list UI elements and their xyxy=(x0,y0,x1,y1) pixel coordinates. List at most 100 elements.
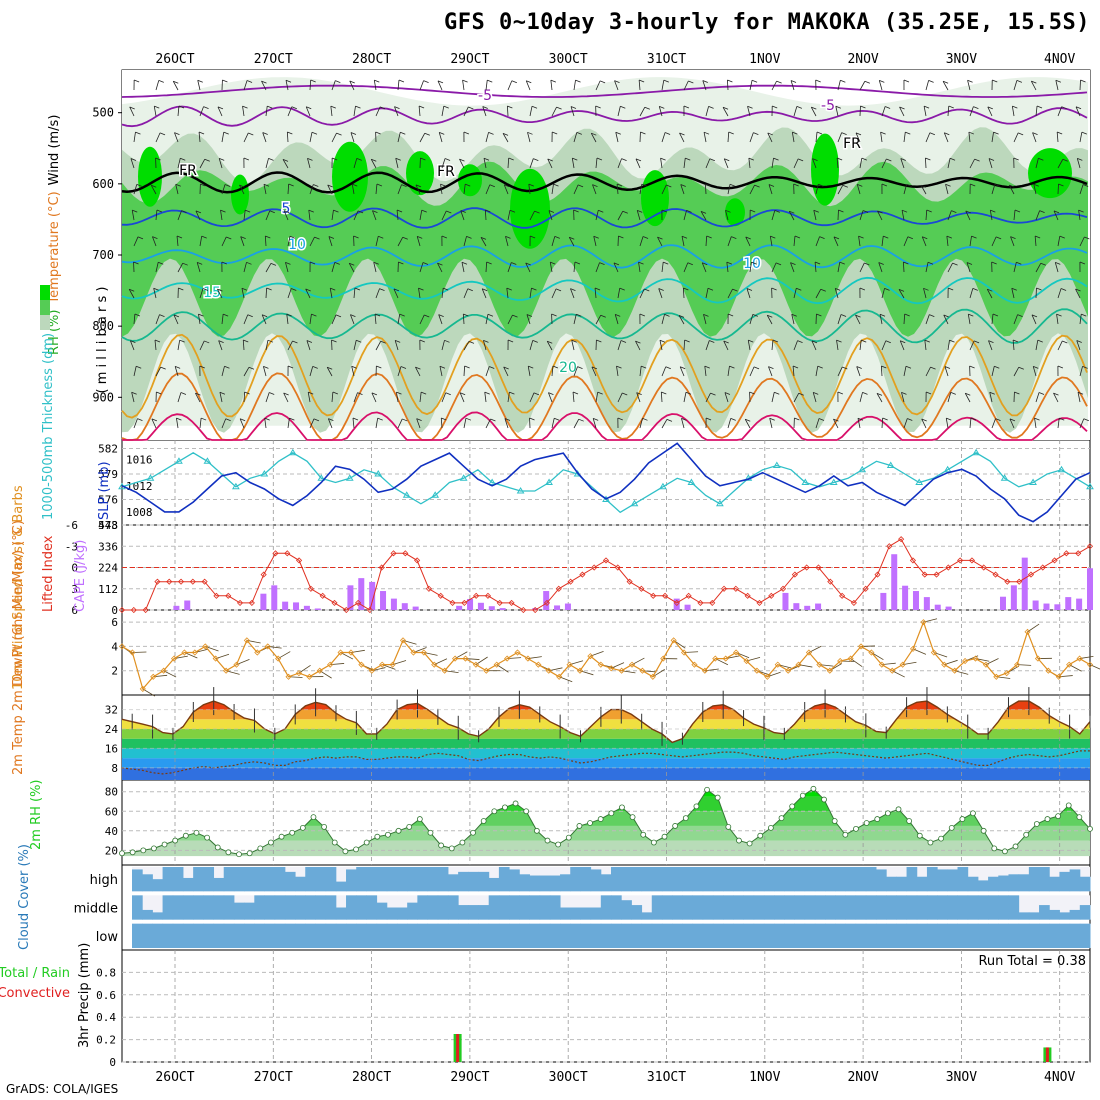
wind-barb-flag xyxy=(903,261,909,265)
cloud-bar xyxy=(529,895,541,920)
cloud-bar xyxy=(335,881,347,892)
wind-barb-flag xyxy=(842,366,848,370)
wind-barb xyxy=(1035,340,1039,351)
wind-barb-flag xyxy=(929,132,936,136)
wind-barb-flag xyxy=(331,339,337,343)
wind-barb-flag xyxy=(441,235,448,239)
wind-barb xyxy=(483,158,487,169)
isotherm-temp_20 xyxy=(121,308,1088,344)
li-point xyxy=(732,585,739,592)
li-point xyxy=(532,606,539,614)
wind-barb-flag xyxy=(312,366,318,369)
rh2m-point xyxy=(459,839,466,846)
wind-barb-flag xyxy=(486,261,492,265)
rh2m-point xyxy=(119,850,125,857)
wind-barb-flag xyxy=(132,209,138,213)
wind-barb xyxy=(328,418,333,429)
wind-barb-flag xyxy=(371,158,377,162)
wind-barb xyxy=(727,79,729,91)
wind-barb-flag xyxy=(641,183,647,187)
rh-blob-high xyxy=(1028,148,1072,199)
cloud-bar xyxy=(193,895,204,920)
li-point xyxy=(449,599,456,606)
wind-barb xyxy=(350,314,355,325)
wind-barb-flag xyxy=(900,158,906,161)
wind-barb-flag xyxy=(395,340,401,343)
wind-barb-flag xyxy=(173,80,179,84)
wind-barb-flag xyxy=(768,366,774,370)
wind-barb-flag xyxy=(987,288,993,292)
cape-bar xyxy=(891,554,898,610)
wind-barb-flag xyxy=(311,313,317,317)
wind-barb xyxy=(353,158,358,169)
wind-barb-flag xyxy=(423,80,429,84)
li-point xyxy=(1027,571,1035,578)
wind-barb xyxy=(1057,106,1063,117)
wind-barb-flag xyxy=(1039,210,1045,214)
wind10m-barb xyxy=(1089,664,1100,670)
cloud-bar xyxy=(794,923,806,948)
thickness-point xyxy=(915,478,924,485)
wind-barb-flag xyxy=(836,157,843,161)
wind-barb-flag xyxy=(927,261,934,265)
cloud-bar xyxy=(570,867,581,892)
li-point xyxy=(697,599,704,606)
cloud-bar xyxy=(233,867,245,892)
wind-barb-flag xyxy=(352,183,358,187)
wind-barb xyxy=(969,340,975,351)
cloud-bar xyxy=(427,867,439,892)
cloud-bar xyxy=(692,867,704,892)
wind-barb xyxy=(723,340,729,351)
wind-barb-flag xyxy=(487,313,494,317)
wind-barb-flag xyxy=(905,365,912,369)
wind-barb-flag xyxy=(798,392,804,396)
wind-barb xyxy=(419,210,423,221)
wind-barb xyxy=(661,132,666,143)
temp-band xyxy=(122,701,1090,710)
wind-barb xyxy=(899,340,905,351)
wind-barb xyxy=(791,132,795,143)
wind-barb-flag xyxy=(753,366,760,370)
wind-barb xyxy=(945,418,949,429)
wind-barb-flag xyxy=(616,365,622,369)
wind-barb-flag xyxy=(1014,209,1021,213)
cloud-bar xyxy=(1079,923,1091,948)
wind-barb xyxy=(415,184,421,195)
cloud-bar xyxy=(855,895,867,920)
rh-band xyxy=(122,796,1090,812)
wind-barb xyxy=(723,158,729,169)
wind-barb-flag xyxy=(833,418,839,422)
wind-barb-flag xyxy=(418,287,424,291)
wind-barb xyxy=(155,80,160,91)
cloud-bar xyxy=(172,923,184,948)
ytick-label: 60 xyxy=(105,805,118,818)
wind-barb-flag xyxy=(247,314,253,318)
ytick-label-right: 0 xyxy=(111,604,118,617)
wind-barb-flag xyxy=(881,365,887,369)
wind-barb xyxy=(570,106,575,117)
li-ylabel-text: Lifted Index xyxy=(41,535,56,612)
li-point xyxy=(874,571,881,578)
wind-barb-flag xyxy=(905,131,911,135)
li-point xyxy=(319,592,326,599)
wind-barb-flag xyxy=(480,236,487,240)
cloud-bar xyxy=(132,869,143,892)
wind-barb xyxy=(265,210,271,221)
wind-barb xyxy=(459,392,465,403)
wind-barb xyxy=(991,418,996,429)
wind-barb xyxy=(528,184,531,195)
rh2m-point xyxy=(257,845,264,852)
cape-bar xyxy=(804,605,811,610)
wind-barb xyxy=(595,80,601,91)
wind-barb-flag xyxy=(904,313,910,317)
wind-barb xyxy=(704,366,707,377)
wind-barb-flag xyxy=(439,365,446,369)
rh2m-point xyxy=(991,845,998,852)
wind-barb-flag xyxy=(862,391,868,395)
wind-barb xyxy=(282,159,289,169)
wind-barb-flag xyxy=(1078,209,1084,213)
wind-barb-flag xyxy=(263,183,270,187)
wind-barb xyxy=(857,418,861,429)
wind-barb-flag xyxy=(749,391,755,395)
wind-barb xyxy=(506,105,509,117)
